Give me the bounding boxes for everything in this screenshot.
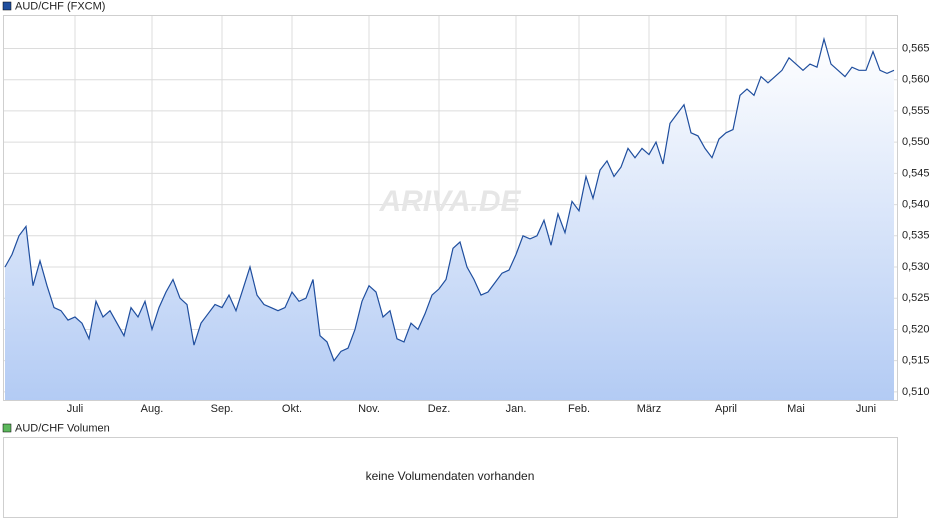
watermark: ARIVA.DE	[378, 185, 521, 218]
y-tick-label: 0,520	[902, 323, 930, 335]
y-tick-label: 0,525	[902, 292, 930, 304]
y-tick-label: 0,550	[902, 136, 930, 148]
x-tick-label: Juli	[67, 403, 84, 415]
y-tick-label: 0,515	[902, 355, 930, 367]
legend-label: AUD/CHF (FXCM)	[15, 0, 105, 12]
x-tick-label: Mai	[787, 403, 805, 415]
plot	[4, 36, 895, 400]
area	[5, 39, 894, 400]
x-tick-label: Dez.	[428, 403, 451, 415]
x-tick-label: Juni	[856, 403, 876, 415]
y-tick-label: 0,510	[902, 386, 930, 398]
line	[4, 36, 895, 362]
x-tick-label: Aug.	[141, 403, 164, 415]
y-tick-label: 0,560	[902, 74, 930, 86]
y-tick-label: 0,565	[902, 42, 930, 54]
y-tick-label: 0,545	[902, 167, 930, 179]
y-tick-label: 0,555	[902, 105, 930, 117]
x-tick-label: Jan.	[506, 403, 527, 415]
y-tick-label: 0,540	[902, 198, 930, 210]
legend-swatch	[2, 423, 12, 433]
volume-message: keine Volumendaten vorhanden	[366, 469, 535, 483]
x-tick-label: Okt.	[282, 403, 302, 415]
x-tick-label: April	[715, 403, 737, 415]
volume-frame	[3, 437, 898, 518]
x-tick-label: Feb.	[568, 403, 590, 415]
x-tick-label: März	[637, 403, 661, 415]
y-tick-label: 0,535	[902, 230, 930, 242]
legend-label: AUD/CHF Volumen	[15, 422, 110, 434]
x-tick-label: Sep.	[211, 403, 234, 415]
x-tick-label: Nov.	[358, 403, 380, 415]
y-tick-label: 0,530	[902, 261, 930, 273]
legend-swatch	[2, 1, 12, 11]
